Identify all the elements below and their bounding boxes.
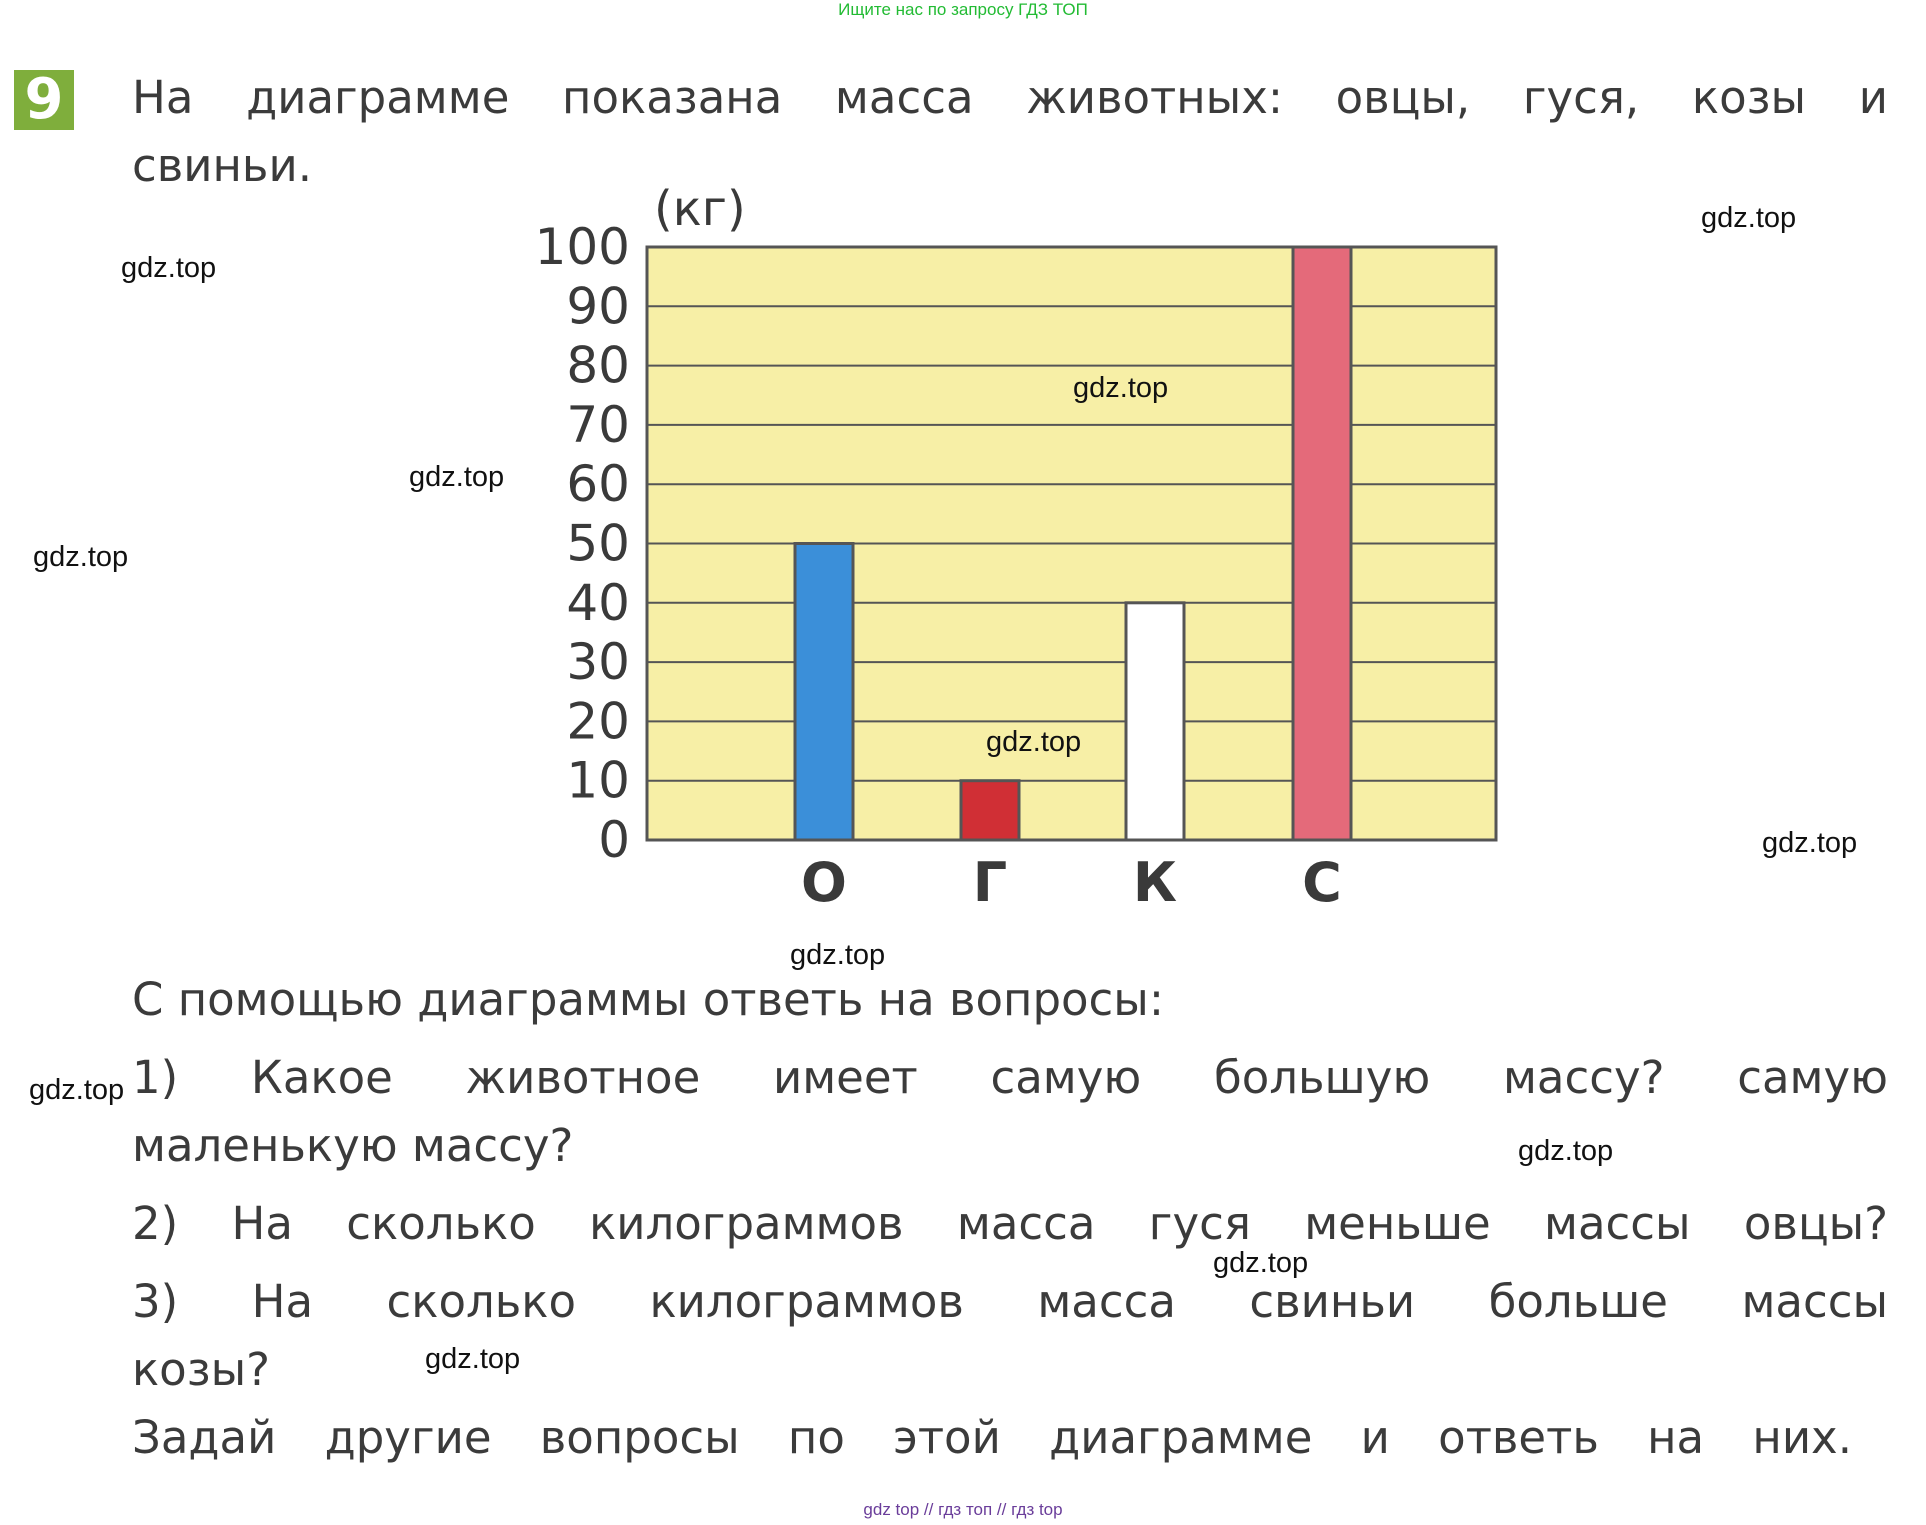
question-3-line1: 3) На сколько килограммов масса свиньи б… bbox=[132, 1275, 1888, 1328]
y-tick-label: 90 bbox=[566, 277, 630, 335]
x-tick-label: Г bbox=[973, 851, 1007, 914]
axes bbox=[645, 247, 1496, 842]
x-tick-label: С bbox=[1302, 851, 1342, 914]
watermark: gdz.top bbox=[1762, 827, 1858, 859]
bar-2 bbox=[1124, 601, 1186, 842]
bar-0 bbox=[793, 542, 855, 842]
y-tick-label: 50 bbox=[566, 515, 630, 573]
question-1-line2: маленькую массу? bbox=[132, 1119, 574, 1172]
y-tick-label: 30 bbox=[566, 633, 630, 691]
x-tick-label: К bbox=[1133, 851, 1177, 914]
footer-link[interactable]: gdz top // гдз топ // гдз top bbox=[863, 1500, 1063, 1519]
y-tick-label: 70 bbox=[566, 396, 630, 454]
watermark: gdz.top bbox=[29, 1074, 125, 1106]
bars bbox=[793, 245, 1353, 842]
watermark: gdz.top bbox=[1518, 1135, 1614, 1167]
y-tick-label: 60 bbox=[566, 455, 630, 513]
y-tick-label: 100 bbox=[535, 218, 630, 276]
y-tick-label: 0 bbox=[598, 811, 630, 869]
watermark: gdz.top bbox=[986, 726, 1082, 758]
top-search-link[interactable]: Ищите нас по запросу ГДЗ ТОП bbox=[838, 0, 1088, 19]
question-2: 2) На сколько килограммов масса гуся мен… bbox=[132, 1197, 1888, 1250]
x-tick-label: О bbox=[801, 851, 847, 914]
watermark: gdz.top bbox=[33, 541, 129, 573]
y-tick-label: 10 bbox=[566, 752, 630, 810]
watermark: gdz.top bbox=[409, 461, 505, 493]
watermark: gdz.top bbox=[121, 252, 217, 284]
bar-1 bbox=[959, 779, 1021, 842]
grid-lines bbox=[647, 246, 1496, 782]
question-3-line2: козы? bbox=[132, 1343, 271, 1396]
extra-task: Задай другие вопросы по этой диаграмме и… bbox=[132, 1411, 1852, 1464]
watermark: gdz.top bbox=[425, 1343, 521, 1375]
task-intro-line1: На диаграмме показана масса животных: ов… bbox=[132, 71, 1888, 124]
watermark: gdz.top bbox=[1213, 1247, 1309, 1279]
task-number-badge: 9 bbox=[14, 70, 74, 130]
watermark: gdz.top bbox=[1073, 372, 1169, 404]
watermark: gdz.top bbox=[1701, 202, 1797, 234]
y-tick-label: 20 bbox=[566, 692, 630, 750]
questions-prompt: С помощью диаграммы ответь на вопросы: bbox=[132, 973, 1164, 1026]
question-1-line1: 1) Какое животное имеет самую большую ма… bbox=[132, 1051, 1888, 1104]
y-tick-label: 40 bbox=[566, 574, 630, 632]
bar-3 bbox=[1291, 245, 1353, 842]
y-unit-label: (кг) bbox=[654, 181, 746, 237]
y-tick-label: 80 bbox=[566, 337, 630, 395]
watermark: gdz.top bbox=[790, 939, 886, 971]
task-intro-line2: свиньи. bbox=[132, 139, 312, 192]
